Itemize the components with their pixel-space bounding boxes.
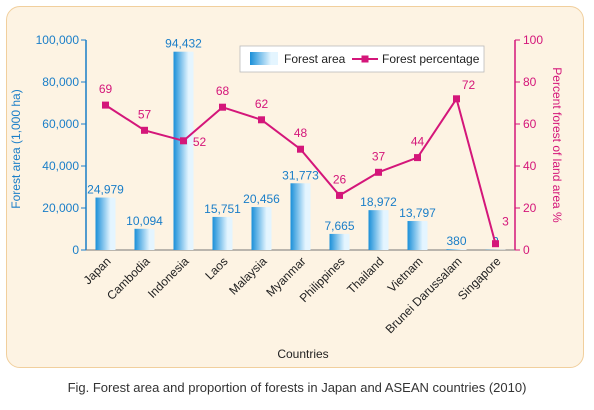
percentage-point (258, 116, 265, 124)
x-tick-label: Cambodia (104, 254, 153, 303)
percentage-point (219, 103, 226, 111)
bar-value-label: 7,665 (324, 219, 354, 233)
percentage-point (414, 154, 421, 162)
bar-value-label: 24,979 (87, 183, 124, 197)
percentage-value-label: 62 (255, 97, 269, 111)
bar (446, 249, 467, 250)
legend-label: Forest area (284, 52, 346, 66)
legend-point-swatch (361, 55, 369, 63)
bar (173, 51, 194, 251)
y2-axis-label: Percent forest of land area % (550, 67, 564, 223)
bar (212, 216, 233, 250)
percentage-point (492, 240, 499, 248)
percentage-point (375, 168, 382, 176)
legend-bar-swatch (250, 52, 278, 65)
bar-value-label: 380 (446, 234, 466, 248)
x-tick-label: Singapore (455, 254, 504, 303)
y-tick-label: 40,000 (42, 159, 79, 173)
x-tick-label: Malaysia (226, 254, 270, 298)
y2-tick-label: 0 (523, 243, 530, 257)
percentage-point (297, 145, 304, 153)
y2-tick-label: 100 (523, 33, 543, 47)
y-axis-label: Forest area (1,000 ha) (9, 89, 23, 208)
bar (251, 207, 272, 250)
bar (290, 183, 311, 250)
y2-tick-label: 20 (523, 201, 537, 215)
y2-tick-label: 40 (523, 159, 537, 173)
percentage-point (102, 101, 109, 109)
bar-value-label: 15,751 (204, 202, 241, 216)
x-axis-label: Countries (277, 347, 328, 361)
bar-value-label: 13,797 (399, 206, 436, 220)
y-tick-label: 20,000 (42, 201, 79, 215)
forest-chart: 0 20,000 40,000 60,000 80,000 100,000 0 20 40 60 8… (9, 33, 564, 361)
percentage-value-label: 57 (138, 107, 152, 121)
y-tick-label: 60,000 (42, 117, 79, 131)
percentage-point (336, 191, 343, 199)
percentage-value-label: 48 (294, 126, 308, 140)
y2-tick-label: 80 (523, 75, 537, 89)
bar-value-label: 10,094 (126, 214, 163, 228)
y-tick-label: 80,000 (42, 75, 79, 89)
figure-caption: Fig. Forest area and proportion of fores… (67, 380, 527, 395)
percentage-point (453, 95, 460, 103)
x-tick-label: Japan (81, 254, 114, 287)
x-tick-label: Brunei Darussalam (383, 254, 465, 336)
x-tick-label: Laos (202, 254, 230, 282)
bar (407, 221, 428, 250)
y2-tick-label: 60 (523, 117, 537, 131)
y-tick-label: 0 (72, 243, 79, 257)
percentage-point (141, 126, 148, 134)
bar-value-label: 31,773 (282, 168, 319, 182)
percentage-value-label: 26 (333, 172, 347, 186)
percentage-value-label: 52 (193, 135, 207, 149)
x-tick-label: Indonesia (145, 254, 192, 301)
y-tick-label: 100,000 (36, 33, 80, 47)
percentage-value-label: 3 (502, 215, 509, 229)
bar-value-label: 20,456 (243, 192, 280, 206)
bar (329, 233, 350, 250)
percentage-value-label: 69 (99, 82, 113, 96)
percentage-value-label: 68 (216, 84, 230, 98)
x-tick-label: Thailand (344, 254, 386, 296)
legend-label: Forest percentage (382, 52, 480, 66)
percentage-point (180, 137, 187, 145)
percentage-value-label: 72 (462, 78, 476, 92)
bar-value-label: 18,972 (360, 195, 397, 209)
bar-value-label: 94,432 (165, 37, 202, 51)
percentage-value-label: 44 (411, 135, 425, 149)
bar (95, 197, 116, 250)
bar (134, 228, 155, 250)
percentage-value-label: 37 (372, 149, 386, 163)
bar (368, 210, 389, 250)
